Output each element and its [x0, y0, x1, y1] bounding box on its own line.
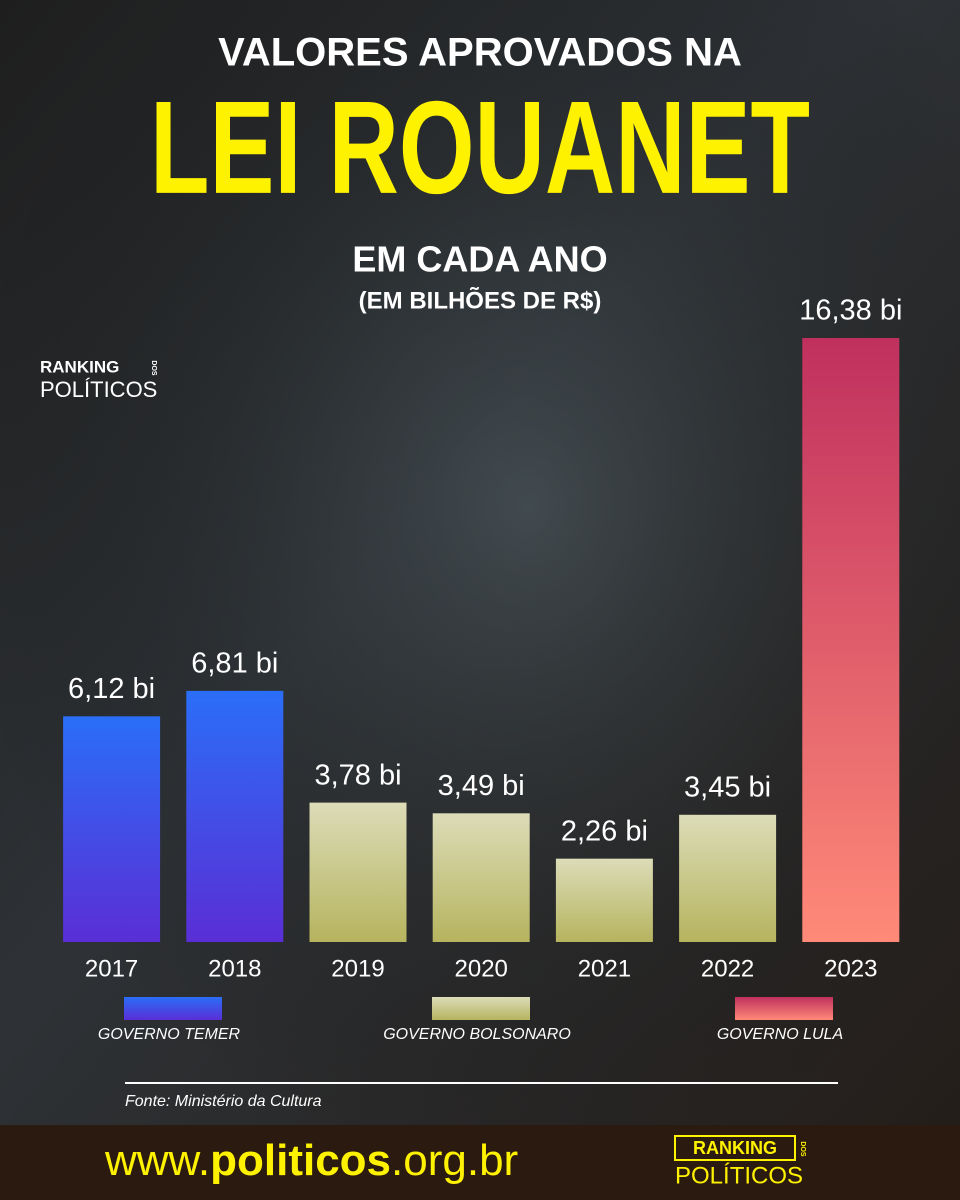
- bar: [432, 813, 530, 942]
- url-part: politicos: [210, 1136, 391, 1185]
- footer-url: www.politicos.org.br: [104, 1136, 518, 1185]
- subtitle: EM CADA ANO: [352, 239, 607, 280]
- logo-ranking: RANKING: [40, 357, 119, 376]
- legend-swatch: [432, 997, 530, 1020]
- url-part: .org.br: [391, 1136, 518, 1185]
- legend-swatch: [735, 997, 833, 1020]
- x-tick-label: 2019: [331, 955, 384, 982]
- value-label: 6,81 bi: [191, 648, 278, 680]
- bar: [309, 802, 407, 942]
- value-label: 3,49 bi: [438, 770, 525, 802]
- footer-logo-ranking: RANKING: [693, 1138, 777, 1158]
- value-label: 6,12 bi: [68, 673, 155, 705]
- bar: [555, 858, 653, 942]
- bar: [802, 338, 900, 942]
- value-label: 3,45 bi: [684, 771, 771, 803]
- x-tick-label: 2017: [85, 955, 138, 982]
- logo-politicos: POLÍTICOS: [40, 377, 157, 402]
- bar: [63, 716, 161, 942]
- bar: [679, 814, 777, 942]
- footer-logo-politicos: POLÍTICOS: [675, 1162, 803, 1189]
- footer-band: [0, 1125, 960, 1200]
- url-part: www.: [104, 1136, 210, 1185]
- value-label: 3,78 bi: [314, 759, 401, 791]
- legend-label: GOVERNO BOLSONARO: [383, 1026, 571, 1043]
- legend-label: GOVERNO TEMER: [98, 1026, 241, 1043]
- value-label: 16,38 bi: [799, 295, 902, 327]
- bar: [186, 690, 284, 942]
- x-tick-label: 2022: [701, 955, 754, 982]
- source: Fonte: Ministério da Cultura: [125, 1093, 322, 1110]
- footer-logo-dos: DOS: [799, 1141, 806, 1157]
- legend-label: GOVERNO LULA: [717, 1026, 843, 1043]
- x-tick-label: 2023: [824, 955, 877, 982]
- main-title: LEI ROUANET: [150, 74, 810, 221]
- x-tick-label: 2021: [578, 955, 631, 982]
- footer-logo-box: [674, 1135, 796, 1161]
- legend-swatch: [124, 997, 222, 1020]
- unit-note: (EM BILHÕES DE R$): [359, 286, 602, 314]
- x-tick-label: 2018: [208, 955, 261, 982]
- x-tick-label: 2020: [455, 955, 508, 982]
- logo-dos: DOS: [150, 360, 157, 376]
- value-label: 2,26 bi: [561, 815, 648, 847]
- title-line: VALORES APROVADOS NA: [218, 31, 742, 75]
